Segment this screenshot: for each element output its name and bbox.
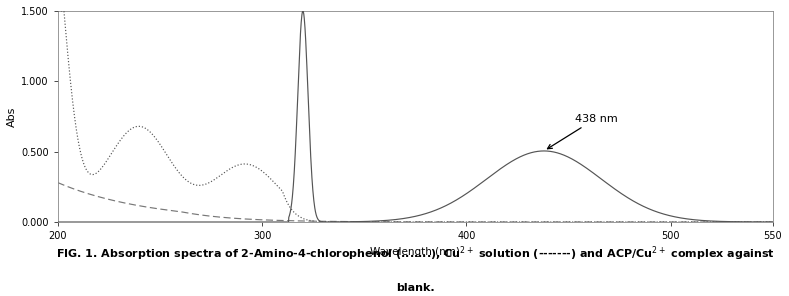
- Text: blank.: blank.: [396, 283, 435, 293]
- Text: FIG. 1. Absorption spectra of 2-Amino-4-chlorophenol (.......), Cu$^{2+}$ soluti: FIG. 1. Absorption spectra of 2-Amino-4-…: [56, 245, 775, 263]
- X-axis label: Wavelength (nm): Wavelength (nm): [370, 247, 460, 257]
- Text: 438 nm: 438 nm: [548, 113, 617, 149]
- Y-axis label: Abs: Abs: [7, 106, 17, 127]
